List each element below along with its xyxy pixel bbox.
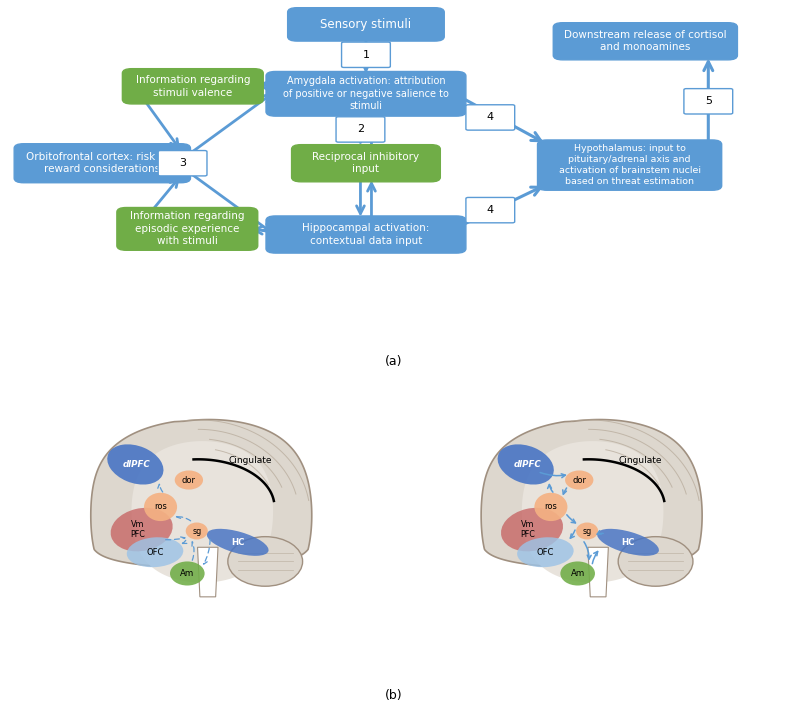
- Text: Hypothalamus: input to
pituitary/adrenal axis and
activation of brainstem nuclei: Hypothalamus: input to pituitary/adrenal…: [559, 144, 700, 186]
- Text: Vm
PFC: Vm PFC: [521, 520, 535, 539]
- Text: Am: Am: [180, 569, 194, 578]
- Text: (b): (b): [385, 689, 402, 702]
- FancyBboxPatch shape: [14, 144, 190, 183]
- FancyBboxPatch shape: [553, 23, 737, 60]
- FancyBboxPatch shape: [122, 69, 263, 104]
- Ellipse shape: [175, 471, 203, 490]
- Polygon shape: [481, 420, 702, 568]
- Text: HC: HC: [622, 538, 634, 547]
- Text: (a): (a): [385, 355, 402, 367]
- FancyBboxPatch shape: [684, 88, 733, 114]
- Ellipse shape: [619, 537, 693, 586]
- Text: ros: ros: [154, 503, 167, 511]
- Text: Cingulate: Cingulate: [228, 456, 272, 464]
- Text: 2: 2: [357, 125, 364, 135]
- Ellipse shape: [228, 537, 302, 586]
- Text: sg: sg: [582, 527, 592, 535]
- FancyBboxPatch shape: [288, 8, 444, 41]
- Text: 4: 4: [486, 113, 494, 122]
- Text: ros: ros: [545, 503, 557, 511]
- Ellipse shape: [497, 445, 554, 484]
- Text: Vm
PFC: Vm PFC: [131, 520, 145, 539]
- Polygon shape: [131, 441, 273, 583]
- FancyBboxPatch shape: [466, 105, 515, 130]
- Text: Am: Am: [571, 569, 585, 578]
- FancyBboxPatch shape: [266, 72, 466, 116]
- Ellipse shape: [207, 529, 268, 556]
- Text: 4: 4: [486, 205, 494, 215]
- Text: sg: sg: [192, 527, 201, 535]
- Ellipse shape: [534, 493, 567, 521]
- Text: dlPFC: dlPFC: [513, 460, 541, 469]
- Text: HC: HC: [231, 538, 244, 547]
- Ellipse shape: [111, 508, 172, 552]
- FancyBboxPatch shape: [266, 216, 466, 253]
- Text: Amygdala activation: attribution
of positive or negative salience to
stimuli: Amygdala activation: attribution of posi…: [283, 76, 449, 111]
- Ellipse shape: [565, 471, 593, 490]
- Text: 1: 1: [363, 50, 369, 59]
- Ellipse shape: [186, 523, 208, 539]
- FancyBboxPatch shape: [336, 117, 385, 142]
- Ellipse shape: [560, 561, 595, 586]
- Ellipse shape: [127, 537, 183, 567]
- FancyBboxPatch shape: [158, 151, 207, 176]
- Ellipse shape: [170, 561, 205, 586]
- FancyBboxPatch shape: [342, 42, 390, 67]
- Polygon shape: [91, 420, 312, 568]
- Ellipse shape: [576, 523, 598, 539]
- Text: Orbitofrontal cortex: risk and
reward considerations: Orbitofrontal cortex: risk and reward co…: [26, 152, 179, 174]
- FancyBboxPatch shape: [116, 207, 257, 251]
- Polygon shape: [522, 441, 663, 583]
- FancyBboxPatch shape: [466, 198, 515, 223]
- Text: OFC: OFC: [146, 548, 164, 556]
- FancyBboxPatch shape: [292, 144, 441, 182]
- Text: 3: 3: [179, 158, 186, 169]
- Text: Information regarding
stimuli valence: Information regarding stimuli valence: [135, 75, 250, 98]
- Polygon shape: [588, 547, 608, 597]
- Text: Information regarding
episodic experience
with stimuli: Information regarding episodic experienc…: [130, 212, 245, 246]
- Text: Cingulate: Cingulate: [619, 456, 662, 464]
- Ellipse shape: [517, 537, 574, 567]
- Text: dor: dor: [572, 476, 586, 484]
- FancyBboxPatch shape: [538, 140, 722, 190]
- Ellipse shape: [501, 508, 563, 552]
- Text: Hippocampal activation:
contextual data input: Hippocampal activation: contextual data …: [302, 223, 430, 246]
- Ellipse shape: [597, 529, 659, 556]
- Text: Downstream release of cortisol
and monoamines: Downstream release of cortisol and monoa…: [564, 30, 726, 52]
- Polygon shape: [198, 547, 218, 597]
- Text: 5: 5: [705, 96, 711, 106]
- Text: Sensory stimuli: Sensory stimuli: [320, 18, 412, 31]
- Text: dor: dor: [182, 476, 196, 484]
- Text: Reciprocal inhibitory
input: Reciprocal inhibitory input: [312, 152, 419, 174]
- Text: dlPFC: dlPFC: [123, 460, 151, 469]
- Text: OFC: OFC: [537, 548, 554, 556]
- Ellipse shape: [144, 493, 177, 521]
- Ellipse shape: [107, 445, 164, 484]
